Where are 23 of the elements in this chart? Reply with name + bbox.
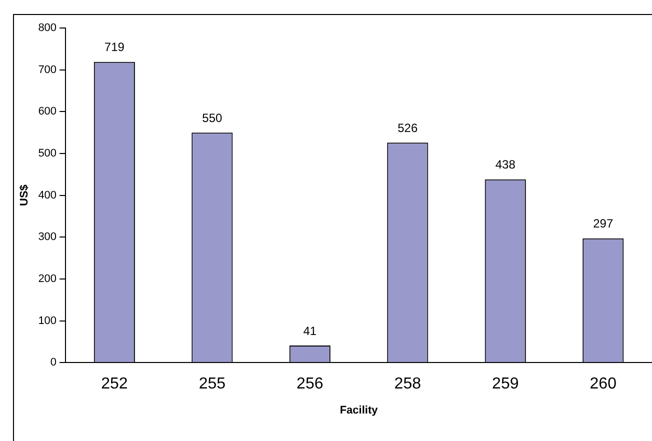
data-label: 41 xyxy=(303,324,317,338)
y-tick-label: 700 xyxy=(38,64,57,76)
data-label: 526 xyxy=(398,120,418,135)
y-tick-label: 300 xyxy=(38,231,57,244)
data-label: 297 xyxy=(593,216,614,231)
x-tick-label: 256 xyxy=(296,376,324,393)
data-label: 550 xyxy=(202,110,222,125)
y-tick-label: 100 xyxy=(38,314,57,327)
y-tick-label: 200 xyxy=(38,272,57,285)
y-tick-label: 0 xyxy=(50,356,57,369)
y-axis-title: US$ xyxy=(18,184,31,206)
x-tick-label: 259 xyxy=(492,376,519,393)
y-tick-label: 600 xyxy=(38,106,57,118)
y-tick-label: 500 xyxy=(38,148,57,160)
x-tick-label: 260 xyxy=(590,376,617,393)
x-axis-title: Facility xyxy=(340,404,379,416)
data-label: 719 xyxy=(104,40,125,54)
data-label: 438 xyxy=(495,158,516,172)
x-tick-label: 252 xyxy=(101,376,128,393)
x-tick-label: 255 xyxy=(198,376,226,393)
x-tick-label: 258 xyxy=(394,376,422,393)
y-tick-label: 800 xyxy=(38,22,57,34)
y-tick-label: 400 xyxy=(38,189,57,202)
